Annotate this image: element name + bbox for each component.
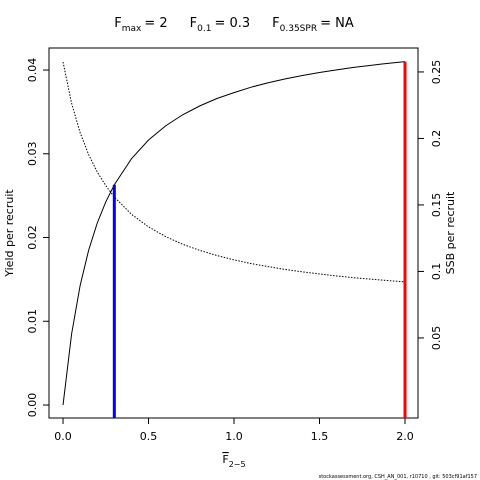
plot-frame xyxy=(48,47,419,419)
title-subscript: 0.35SPR xyxy=(280,24,317,34)
title-subscript: max xyxy=(122,24,142,34)
y2-tick-label: 0.05 xyxy=(430,326,443,351)
x-label-symbol: F xyxy=(222,453,228,466)
y2-tick-label: 0.2 xyxy=(430,130,443,148)
title-subscript: 0.1 xyxy=(197,24,211,34)
y2-tick-label: 0.25 xyxy=(430,60,443,85)
title-symbol: F xyxy=(190,16,197,31)
title-symbol: F xyxy=(114,16,121,31)
title-value: = NA xyxy=(320,16,354,31)
chart-title: Fmax = 2 F0.1 = 0.3 F0.35SPR = NA xyxy=(114,16,354,34)
x-tick-label: 2.0 xyxy=(396,430,414,443)
line-series xyxy=(62,61,406,283)
title-value: = 2 xyxy=(144,16,167,31)
y-tick-label: 0.02 xyxy=(26,225,39,250)
y-tick-label: 0.03 xyxy=(26,142,39,167)
x-tick-label: 0.0 xyxy=(54,430,72,443)
x-tick-label: 0.5 xyxy=(140,430,158,443)
y2-tick-label: 0.15 xyxy=(430,193,443,218)
title-value: = 0.3 xyxy=(214,16,250,31)
y-tick-label: 0.01 xyxy=(26,309,39,334)
y-tick-label: 0.04 xyxy=(26,58,39,83)
x-tick-label: 1.0 xyxy=(225,430,243,443)
y-tick-label: 0.00 xyxy=(26,393,39,418)
line-series xyxy=(62,61,406,406)
y2-tick-label: 0.1 xyxy=(430,263,443,281)
x-label-subscript: 2−5 xyxy=(229,460,246,469)
footer: stockassessment.org, CSH_AN_001, r10710 … xyxy=(319,474,477,480)
y2-axis-label: SSB per recruit xyxy=(444,191,457,274)
x-tick-label: 1.5 xyxy=(311,430,329,443)
x-axis-label: F2−5 xyxy=(222,453,245,469)
y-axis-label: Yield per recruit xyxy=(3,189,16,278)
title-symbol: F xyxy=(272,16,279,31)
